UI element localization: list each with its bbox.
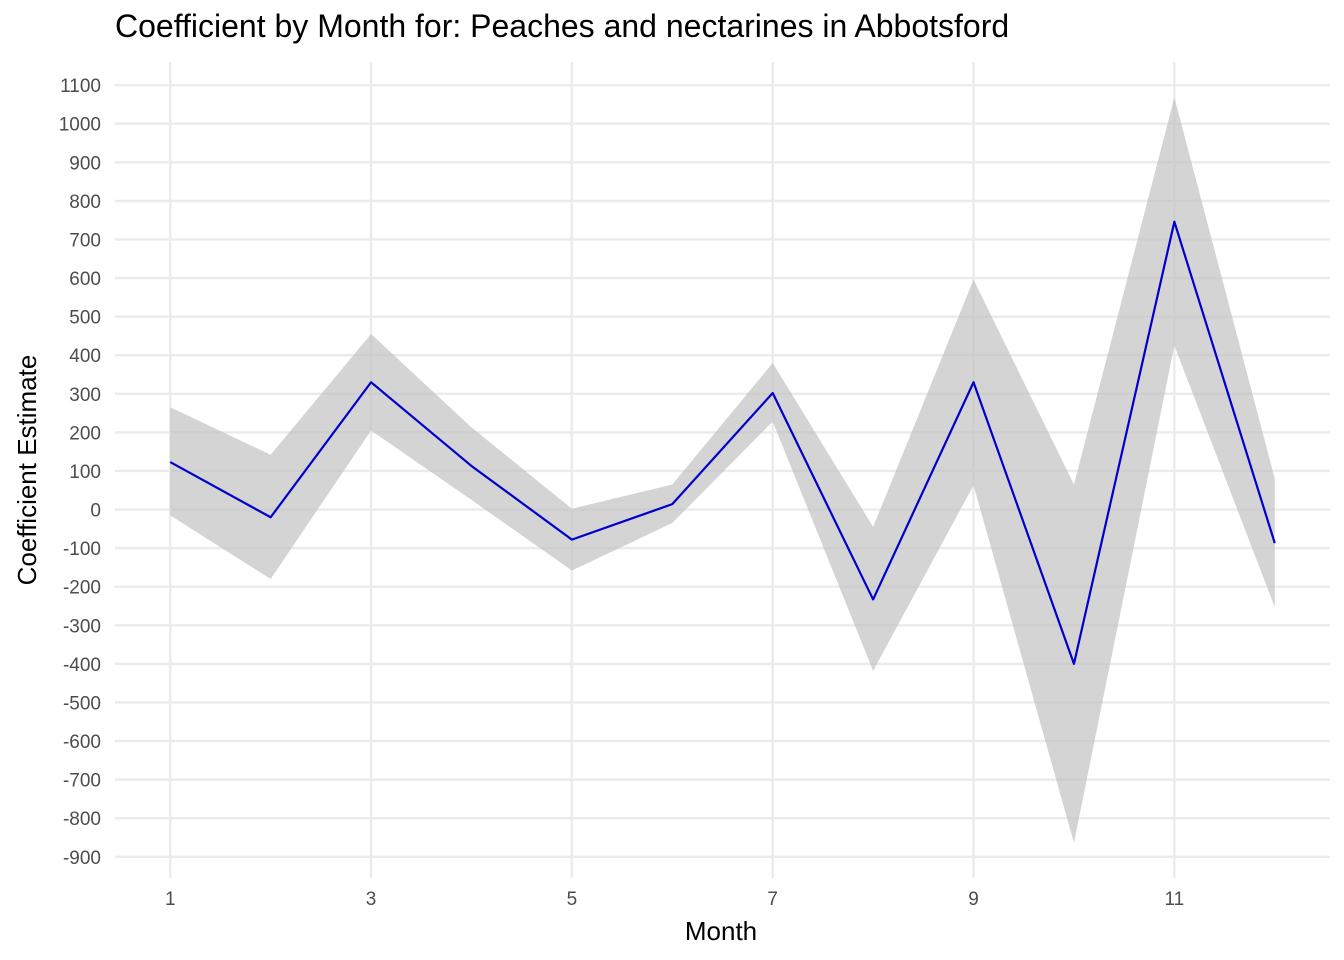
x-tick-label: 1 — [165, 889, 176, 910]
y-tick-label: -500 — [63, 693, 101, 714]
coefficient-line — [169, 220, 1276, 665]
x-tick-label: 3 — [366, 889, 377, 910]
x-tick-label: 7 — [767, 889, 778, 910]
coefficient-series-line — [169, 220, 1276, 665]
x-axis-ticks: 1 3 5 7 9 11 — [165, 889, 1184, 910]
y-tick-label: 500 — [69, 308, 101, 329]
y-tick-label: -300 — [63, 616, 101, 637]
x-tick-label: 11 — [1164, 889, 1184, 910]
y-tick-label: -800 — [63, 809, 101, 830]
y-tick-label: 800 — [69, 192, 101, 213]
confidence-band — [170, 97, 1275, 843]
y-tick-label: 0 — [90, 501, 101, 522]
y-tick-label: -100 — [63, 539, 101, 560]
y-tick-label: 300 — [69, 385, 101, 406]
y-tick-label: 600 — [69, 269, 101, 290]
x-axis-title: Month — [685, 916, 757, 946]
y-tick-label: 100 — [69, 462, 101, 483]
y-tick-label: -400 — [63, 655, 101, 676]
y-tick-label: 1100 — [60, 76, 101, 97]
y-tick-label: -200 — [63, 578, 101, 599]
x-tick-label: 9 — [968, 889, 979, 910]
y-tick-label: 400 — [69, 346, 101, 367]
x-tick-label: 5 — [567, 889, 578, 910]
y-tick-label: -900 — [63, 848, 101, 869]
y-tick-label: 1000 — [59, 115, 101, 136]
y-axis-ticks: 110010009008007006005004003002001000-100… — [59, 76, 101, 869]
chart-title: Coefficient by Month for: Peaches and ne… — [115, 8, 1010, 44]
confidence-band-area — [170, 97, 1275, 843]
y-tick-label: -600 — [63, 732, 101, 753]
y-tick-label: 700 — [69, 230, 101, 251]
y-axis-title: Coefficient Estimate — [12, 355, 42, 586]
y-tick-label: 200 — [69, 423, 101, 444]
y-tick-label: 900 — [69, 153, 101, 174]
y-tick-label: -700 — [63, 771, 101, 792]
